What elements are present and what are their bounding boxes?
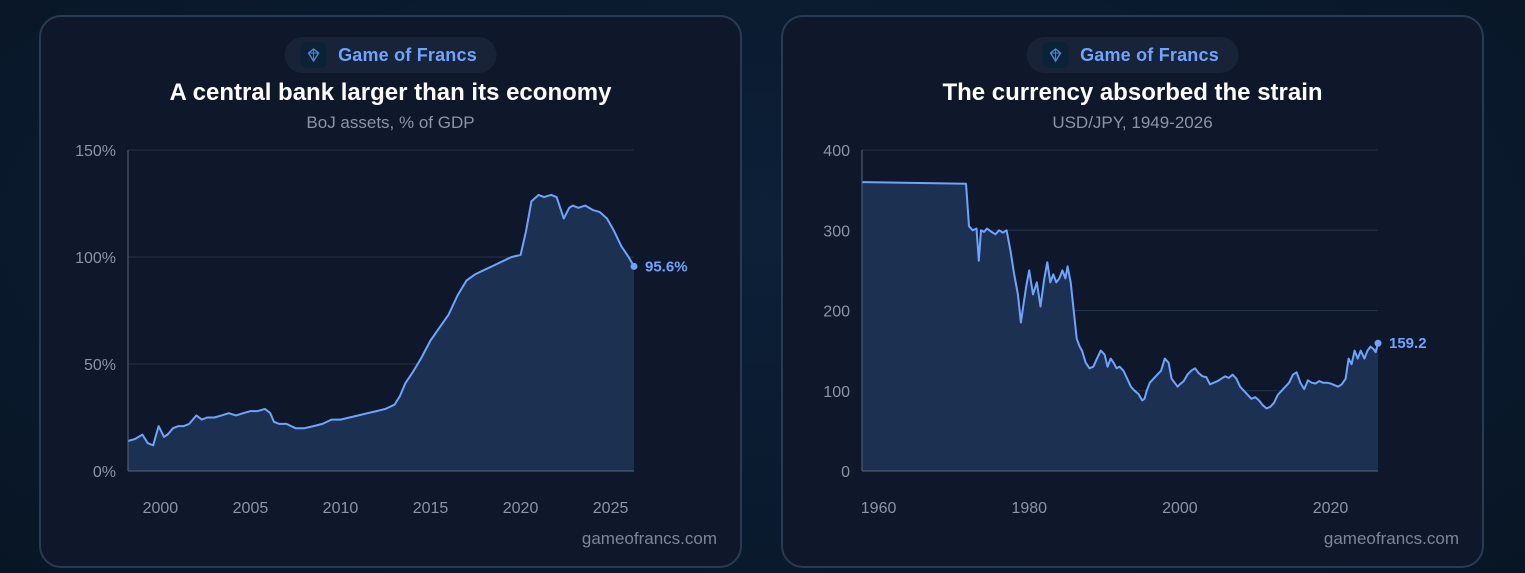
y-tick-label: 150% <box>75 143 116 160</box>
end-value-label: 159.2 <box>1389 335 1427 352</box>
x-tick-label: 2025 <box>593 500 629 517</box>
x-tick-label: 1960 <box>861 500 897 517</box>
chart-subtitle: BoJ assets, % of GDP <box>306 113 475 132</box>
y-tick-label: 400 <box>823 143 850 160</box>
x-tick-label: 2005 <box>233 500 269 517</box>
y-tick-label: 100% <box>75 250 116 267</box>
y-tick-label: 0% <box>93 464 116 481</box>
end-value-label: 95.6% <box>645 258 688 275</box>
y-tick-label: 0 <box>841 464 850 481</box>
chart-title: The currency absorbed the strain <box>942 79 1323 106</box>
chart-card-boj-assets: Game of Francs A central bank larger tha… <box>39 15 742 568</box>
end-point-dot <box>630 262 638 270</box>
y-tick-label: 100 <box>823 384 850 401</box>
brand-badge[interactable]: Game of Francs <box>1026 37 1239 73</box>
y-tick-label: 200 <box>823 304 850 321</box>
x-tick-label: 2000 <box>143 500 179 517</box>
brand-logo-icon <box>1042 42 1069 68</box>
chart-plot: 0 100 200 300 400 1960 1980 2000 2020 159.2 <box>823 143 1427 517</box>
series-area <box>128 194 634 471</box>
chart-title: A central bank larger than its economy <box>169 79 612 106</box>
x-tick-label: 2020 <box>1313 500 1349 517</box>
brand-name: Game of Francs <box>338 44 477 65</box>
x-tick-label: 1980 <box>1011 500 1047 517</box>
chart-card-usdjpy: Game of Francs The currency absorbed the… <box>781 15 1484 568</box>
footer-website[interactable]: gameofrancs.com <box>581 529 717 548</box>
x-tick-label: 2020 <box>503 500 539 517</box>
x-tick-label: 2000 <box>1162 500 1198 517</box>
series-line <box>127 193 635 447</box>
y-tick-label: 300 <box>823 223 850 240</box>
series-area <box>862 182 1378 471</box>
footer-website[interactable]: gameofrancs.com <box>1323 529 1459 548</box>
x-tick-label: 2015 <box>413 500 449 517</box>
brand-logo-icon <box>300 42 327 68</box>
x-tick-label: 2010 <box>323 500 359 517</box>
end-point-dot <box>1374 339 1382 347</box>
y-tick-label: 50% <box>84 357 116 374</box>
chart-subtitle: USD/JPY, 1949-2026 <box>1052 113 1213 132</box>
series-line <box>861 181 1379 410</box>
chart-plot: 0% 50% 100% 150% 2000 2005 2010 2015 2020 2025 95.… <box>75 143 688 517</box>
brand-name: Game of Francs <box>1080 44 1219 65</box>
brand-badge[interactable]: Game of Francs <box>284 37 497 73</box>
